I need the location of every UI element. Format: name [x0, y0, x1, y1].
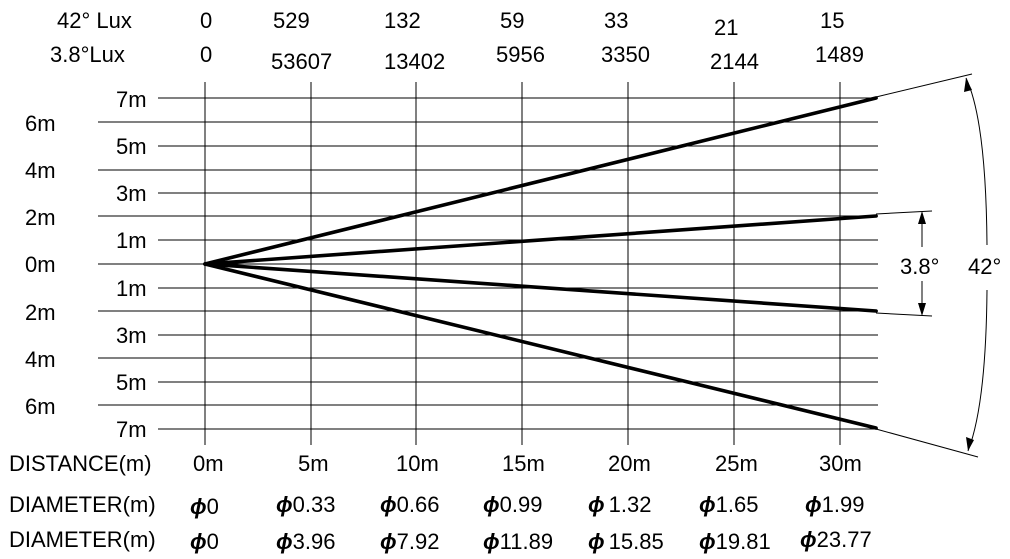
extension-line [875, 210, 933, 215]
wide-angle-label: 42° [968, 254, 1001, 279]
dimension-arc [965, 77, 988, 246]
height-label: 5m [116, 134, 147, 159]
diameter-value: ϕ11.89 [483, 529, 553, 554]
lux-row-label-42: 42° Lux [57, 8, 132, 33]
distance-tick: 15m [502, 451, 545, 476]
phi-icon: ϕ [588, 492, 605, 517]
height-label: 1m [116, 228, 147, 253]
diameter-value: ϕ0.99 [483, 492, 543, 517]
height-label: 2m [25, 300, 56, 325]
height-label: 6m [25, 111, 56, 136]
grid-horizontal [98, 97, 878, 430]
distance-tick: 25m [715, 451, 758, 476]
diameter-value: ϕ0 [190, 529, 219, 554]
phi-icon: ϕ [699, 529, 716, 554]
diameter-value: ϕ1.65 [699, 492, 759, 517]
phi-icon: ϕ [190, 494, 207, 519]
diameter-label: DIAMETER(m) [9, 492, 156, 517]
height-label: 6m [25, 394, 56, 419]
lux-value: 21 [714, 15, 738, 40]
height-label: 2m [25, 205, 56, 230]
beam-narrow-upper [203, 214, 878, 266]
diameter-value: ϕ7.92 [380, 529, 440, 554]
phi-icon: ϕ [276, 529, 293, 554]
diameter-value: ϕ3.96 [276, 529, 336, 554]
beam-wide-lower [203, 262, 878, 430]
lux-value: 132 [384, 8, 421, 33]
phi-icon: ϕ [483, 529, 500, 554]
extension-line [875, 428, 979, 458]
lux-value: 13402 [384, 49, 445, 74]
arrowhead [918, 303, 926, 316]
height-label: 0m [25, 252, 56, 277]
lux-value: 33 [604, 8, 628, 33]
phi-icon: ϕ [699, 492, 716, 517]
distance-tick: 5m [298, 451, 329, 476]
narrow-angle-dimension: 3.8° [875, 210, 939, 317]
lux-value: 5956 [496, 42, 545, 67]
arrowhead [966, 437, 974, 451]
wide-angle-dimension: 42° [875, 73, 1001, 458]
diameter-value: ϕ23.77 [800, 527, 872, 552]
diameter-row-wide: DIAMETER(m) ϕ0 ϕ3.96 ϕ7.92 ϕ11.89 ϕ 15.85… [9, 527, 872, 554]
distance-label: DISTANCE(m) [9, 451, 152, 476]
phi-icon: ϕ [380, 529, 397, 554]
height-label: 5m [116, 370, 147, 395]
diameter-value: ϕ 1.32 [588, 492, 652, 517]
diameter-row-narrow: DIAMETER(m) ϕ0 ϕ0.33 ϕ0.66 ϕ0.99 ϕ 1.32 ϕ… [9, 492, 865, 519]
height-label: 3m [116, 181, 147, 206]
diameter-value: ϕ0 [190, 494, 219, 519]
lux-value: 0 [200, 8, 212, 33]
phi-icon: ϕ [588, 529, 605, 554]
beam-wide-upper [203, 96, 878, 266]
height-label: 4m [25, 158, 56, 183]
height-label: 7m [116, 417, 147, 442]
lux-table: 42° Lux 0 529 132 59 33 21 15 3.8°Lux 0 … [50, 8, 864, 74]
distance-row: DISTANCE(m) 0m 5m 10m 15m 20m 25m 30m [9, 451, 862, 476]
height-labels-odd: 7m 5m 3m 1m 1m 3m 5m 7m [116, 87, 147, 442]
height-label: 1m [116, 276, 147, 301]
diameter-value: ϕ0.33 [276, 492, 336, 517]
extension-line [875, 312, 933, 317]
beam-narrow-lower [203, 262, 878, 313]
diameter-value: ϕ19.81 [699, 529, 771, 554]
lux-value: 59 [500, 8, 524, 33]
phi-icon: ϕ [800, 527, 817, 552]
phi-icon: ϕ [483, 492, 500, 517]
narrow-angle-label: 3.8° [900, 254, 939, 279]
height-label: 7m [116, 87, 147, 112]
lux-value: 15 [820, 8, 844, 33]
height-labels-even: 6m 4m 2m 0m 2m 4m 6m [25, 111, 56, 419]
phi-icon: ϕ [380, 492, 397, 517]
distance-tick: 0m [193, 451, 224, 476]
diameter-label: DIAMETER(m) [9, 527, 156, 552]
diameter-value: ϕ0.66 [380, 492, 440, 517]
height-label: 4m [25, 347, 56, 372]
arrowhead [918, 211, 926, 224]
beam-lines [203, 96, 878, 430]
lux-value: 3350 [601, 42, 650, 67]
distance-tick: 30m [819, 451, 862, 476]
arrowhead [964, 78, 972, 92]
lux-value: 0 [200, 42, 212, 67]
extension-line [875, 73, 973, 98]
diameter-value: ϕ1.99 [805, 492, 865, 517]
dimension-arc [967, 289, 988, 452]
distance-tick: 10m [396, 451, 439, 476]
lux-value: 529 [273, 8, 310, 33]
lux-row-label-3-8: 3.8°Lux [50, 42, 125, 67]
distance-tick: 20m [608, 451, 651, 476]
lux-value: 1489 [815, 42, 864, 67]
phi-icon: ϕ [190, 529, 207, 554]
lux-value: 2144 [710, 49, 759, 74]
phi-icon: ϕ [805, 492, 822, 517]
height-label: 3m [116, 323, 147, 348]
phi-icon: ϕ [276, 492, 293, 517]
lux-value: 53607 [271, 49, 332, 74]
diameter-value: ϕ 15.85 [588, 529, 664, 554]
